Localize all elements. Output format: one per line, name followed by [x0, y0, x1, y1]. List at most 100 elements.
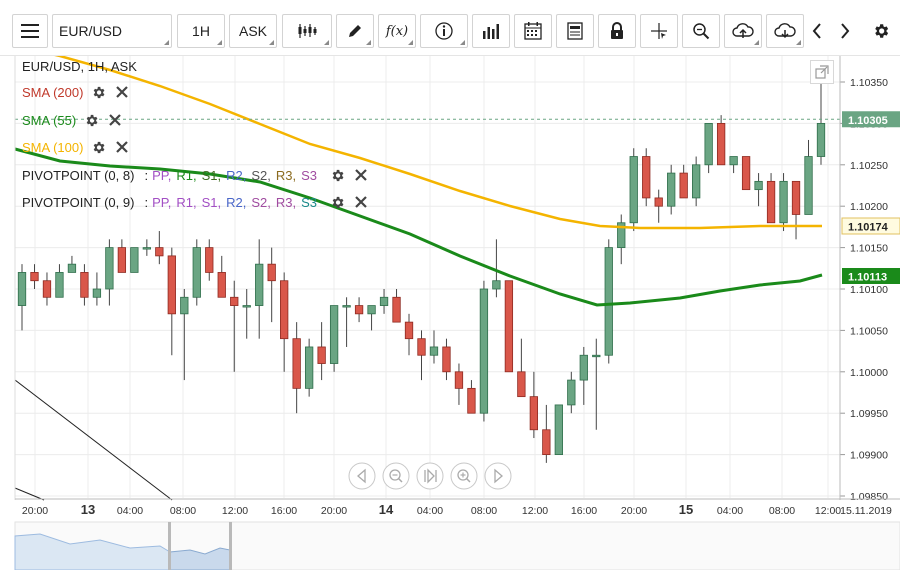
- x-tick-label: 12:00: [222, 505, 248, 517]
- y-tick-label: 1.10050: [850, 325, 888, 337]
- pivot1-settings-button[interactable]: [328, 166, 346, 184]
- close-icon: [355, 169, 367, 181]
- function-icon: f(x): [385, 23, 409, 39]
- price-type-label: ASK: [238, 23, 267, 39]
- gear-icon: [332, 169, 343, 181]
- scroll-left-button[interactable]: [804, 14, 830, 48]
- candle-body: [92, 288, 102, 298]
- symbol-label: EUR/USD: [59, 23, 123, 39]
- zoom-control-button: [382, 462, 410, 490]
- candle-body: [766, 180, 776, 224]
- settings-button[interactable]: [866, 14, 896, 48]
- zoom-button[interactable]: [682, 14, 720, 48]
- x-tick-label: 08:00: [471, 505, 497, 517]
- sma55-settings-button[interactable]: [82, 111, 100, 129]
- load-cloud-button[interactable]: [766, 14, 804, 48]
- popout-icon: [815, 65, 829, 79]
- sma100-settings-button[interactable]: [89, 138, 107, 156]
- candle-body: [679, 172, 688, 199]
- price-type-select[interactable]: ASK: [229, 14, 277, 48]
- candle-body: [342, 305, 351, 308]
- y-tick-label: 1.10100: [850, 284, 888, 296]
- candle-body: [816, 123, 826, 157]
- popout-button[interactable]: [810, 60, 834, 84]
- legend-title-text: EUR/USD, 1H, ASK: [22, 59, 137, 74]
- candle-body: [180, 296, 189, 315]
- gear-icon: [86, 114, 98, 126]
- candle-body: [692, 164, 701, 199]
- pivot1-remove-button[interactable]: [352, 166, 370, 184]
- lock-icon: [611, 22, 623, 39]
- chevron-left-icon: [812, 23, 821, 39]
- info-button[interactable]: [420, 14, 468, 48]
- pivot2-remove-button[interactable]: [352, 193, 370, 211]
- candle-body: [791, 180, 801, 215]
- y-tick-label: 1.10350: [850, 77, 888, 89]
- pivot-item-s2: S2,: [251, 167, 271, 183]
- x-tick-label: 13: [81, 502, 95, 517]
- indicators-button[interactable]: f(x): [378, 14, 416, 48]
- menu-button[interactable]: [12, 14, 48, 48]
- pivot-item-pp: PP,: [152, 194, 172, 210]
- menu-icon: [21, 24, 39, 38]
- candle-body: [255, 263, 264, 306]
- trend-lines: [14, 379, 173, 501]
- gear-icon: [93, 141, 105, 153]
- pivot1-label: PIVOTPOINT (0, 8): [22, 167, 135, 183]
- bars-icon: [483, 24, 499, 39]
- calendar-button[interactable]: [514, 14, 552, 48]
- close-icon: [116, 141, 129, 153]
- save-cloud-button[interactable]: [724, 14, 762, 48]
- sma55-line: [14, 147, 823, 307]
- sma100-remove-button[interactable]: [113, 138, 131, 156]
- candle-body: [205, 247, 214, 273]
- y-tick-label: 1.10150: [850, 243, 888, 255]
- x-tick-label: 04:00: [117, 505, 143, 517]
- interval-select[interactable]: 1H: [177, 14, 225, 48]
- x-tick-label: 08:00: [170, 505, 196, 517]
- sma100-line: [14, 44, 822, 230]
- sma55-remove-button[interactable]: [106, 111, 124, 129]
- report-button[interactable]: [556, 14, 594, 48]
- candle-body: [30, 272, 39, 282]
- draw-button[interactable]: [336, 14, 374, 48]
- zoom-controls[interactable]: [348, 462, 512, 490]
- cloud-download-icon: [774, 23, 796, 39]
- candle-body: [642, 156, 651, 199]
- scroll-right-button[interactable]: [832, 14, 858, 48]
- x-tick-label: 12:00: [522, 505, 548, 517]
- crosshair-button[interactable]: [640, 14, 678, 48]
- gear-icon: [332, 196, 343, 208]
- x-axis: 20:00 13 04:00 08:00 12:00 16:00 20:00 14 04:00 0…: [15, 498, 900, 517]
- candle-body: [267, 263, 276, 282]
- symbol-select[interactable]: EUR/USD: [52, 14, 172, 48]
- navigator[interactable]: [14, 521, 900, 570]
- legend-pivot2: PIVOTPOINT (0, 9) : PP, R1, S1, R2, S2, R3, S3: [22, 193, 370, 211]
- volume-button[interactable]: [472, 14, 510, 48]
- legend-pivot1: PIVOTPOINT (0, 8) : PP, R1, S1, R2, S2, R3, S3: [22, 166, 370, 184]
- candle-body: [442, 346, 451, 373]
- sma200-remove-button[interactable]: [113, 83, 131, 101]
- x-tick-label: 04:00: [417, 505, 443, 517]
- x-tick-label: 15: [679, 502, 693, 517]
- candle-body: [604, 247, 613, 356]
- candle-body: [80, 272, 89, 298]
- close-icon: [355, 196, 367, 208]
- pivot-item-r3: R3,: [275, 167, 297, 183]
- lock-button[interactable]: [598, 14, 636, 48]
- candle-body: [779, 180, 788, 224]
- candle-body: [579, 354, 588, 381]
- zoom-control-button: [484, 462, 512, 490]
- price-badge: [842, 111, 900, 128]
- chart-type-button[interactable]: [282, 14, 332, 48]
- pivot2-settings-button[interactable]: [328, 193, 346, 211]
- sma200-settings-button[interactable]: [89, 83, 107, 101]
- pivot-item-s1: S1,: [201, 167, 222, 183]
- price-chart[interactable]: 1.103501.103001.102501.102001.101501.101…: [0, 44, 900, 570]
- legend-sma55: SMA (55): [22, 111, 124, 129]
- sma200-label: SMA (200): [22, 84, 84, 100]
- candle-body: [417, 338, 426, 356]
- reset-zoom-icon: [427, 468, 435, 484]
- chart-area[interactable]: 1.103501.103001.102501.102001.101501.101…: [0, 44, 900, 570]
- candle-body: [105, 247, 114, 290]
